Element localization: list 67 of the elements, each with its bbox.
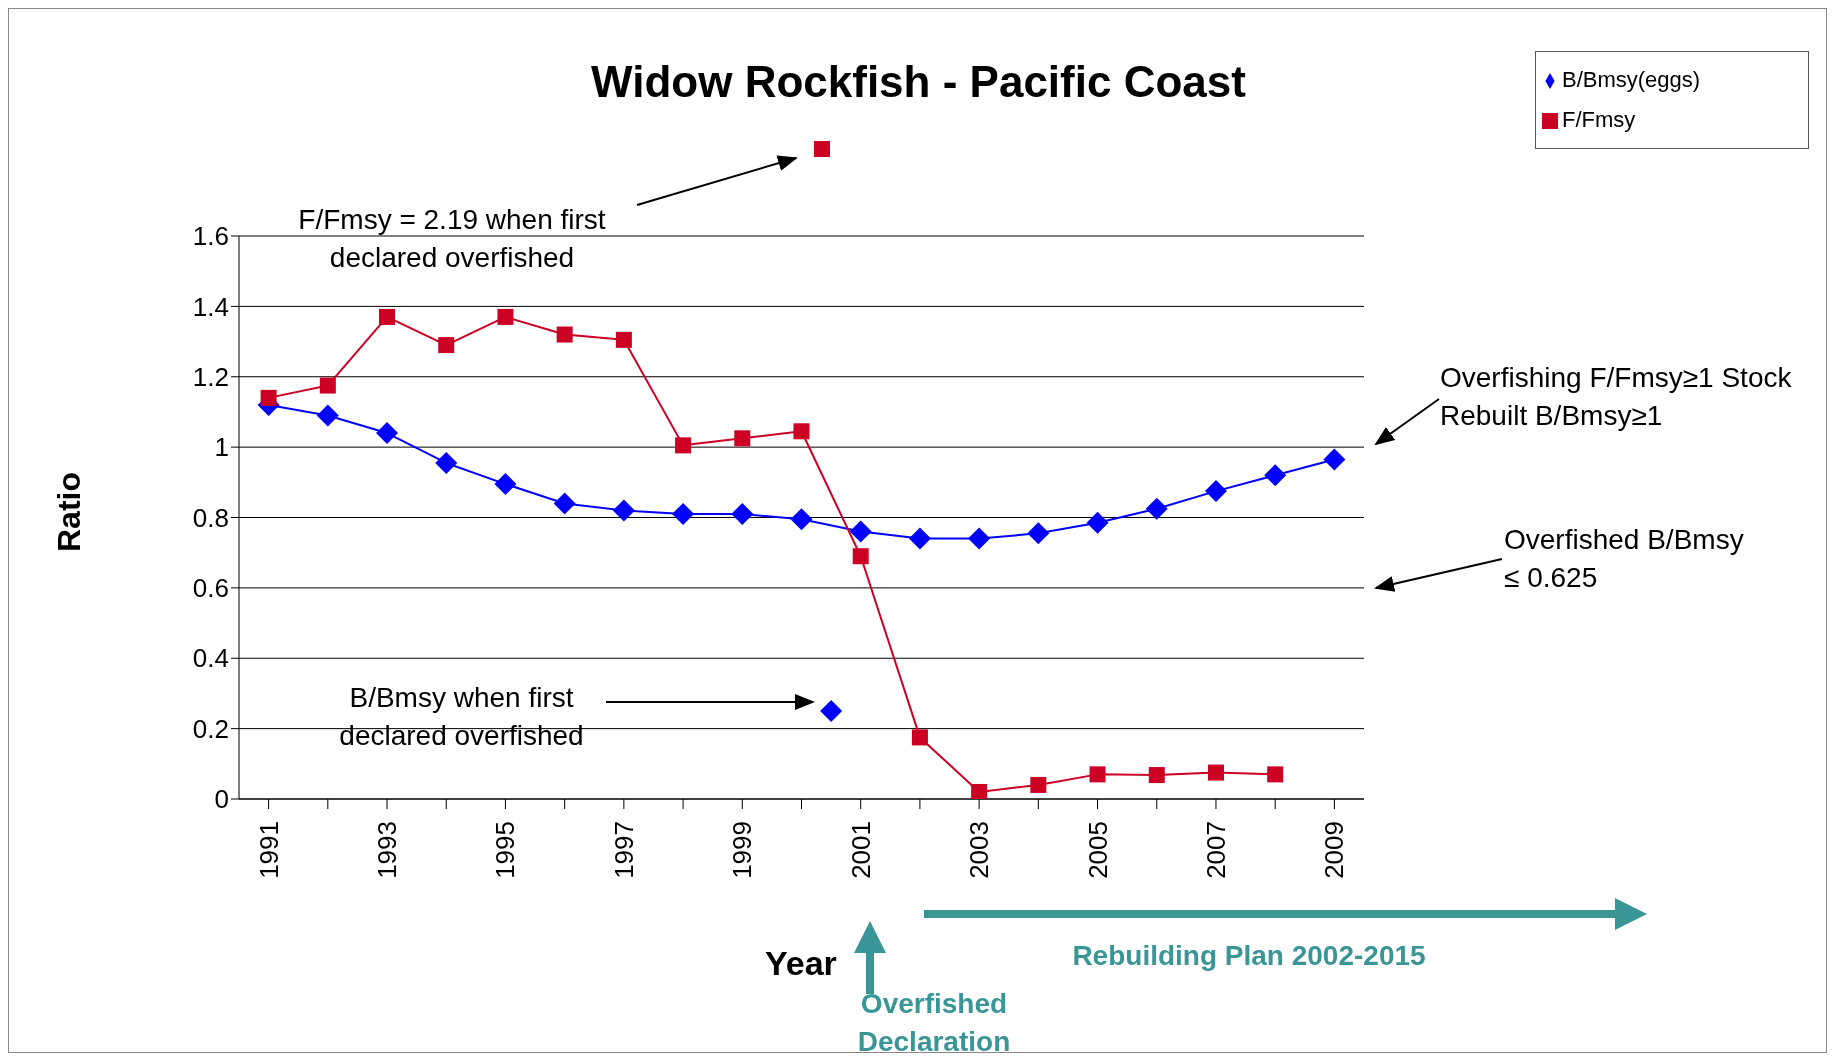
- legend-label: B/Bmsy(eggs): [1562, 67, 1701, 92]
- point: [260, 389, 277, 406]
- point: [971, 783, 988, 799]
- point: [376, 422, 399, 445]
- text: Overfishing F/Fmsy≥1 Stock Rebuilt B/Bmsy≥1: [1440, 361, 1793, 433]
- point: [1027, 522, 1050, 545]
- y-tick-label: 0.4: [192, 643, 229, 674]
- annotation: B/Bmsy when first declared overfished: [338, 681, 585, 753]
- point: [1267, 766, 1284, 783]
- x-axis-title: Year: [765, 944, 837, 983]
- point: [316, 404, 339, 427]
- x-tick-label: 2005: [1082, 821, 1113, 879]
- y-tick-label: 1.2: [192, 361, 229, 392]
- point: [438, 337, 455, 354]
- point: [612, 499, 635, 522]
- y-tick-label: 0.2: [192, 713, 229, 744]
- point: [968, 527, 991, 550]
- point: [1264, 464, 1287, 487]
- point: [1145, 497, 1168, 520]
- text: Rebuilding Plan 2002-2015: [1071, 939, 1427, 973]
- point: [615, 331, 632, 348]
- point: [497, 308, 514, 325]
- point: [1204, 480, 1227, 503]
- legend-label: F/Fmsy: [1562, 107, 1636, 132]
- x-tick-label: 1997: [608, 821, 639, 879]
- point: [1148, 767, 1165, 784]
- point: [379, 308, 396, 325]
- point: [672, 502, 695, 525]
- point: [731, 502, 754, 525]
- y-tick-label: 1: [214, 432, 229, 463]
- x-tick-label: 1999: [727, 821, 758, 879]
- x-tick-label: 2007: [1200, 821, 1231, 879]
- point: [852, 548, 869, 565]
- x-tick-label: 1993: [372, 821, 403, 879]
- x-tick-label: 2003: [964, 821, 995, 879]
- annotation: F/Fmsy = 2.19 when first declared overfished: [297, 203, 607, 275]
- x-tick-label: 2001: [845, 821, 876, 879]
- point: [820, 700, 843, 723]
- point: [849, 520, 872, 543]
- point: [556, 326, 573, 343]
- y-axis-title: Ratio: [50, 472, 88, 552]
- point: [319, 377, 336, 394]
- point: [1089, 766, 1106, 783]
- chart-title: Widow Rockfish - Pacific Coast: [591, 57, 1246, 106]
- y-tick-label: 1.6: [192, 221, 229, 252]
- x-tick-label: 1991: [253, 821, 284, 879]
- point: [734, 430, 751, 447]
- text: Overfished Declaration: [856, 987, 1012, 1059]
- y-tick-label: 0.6: [192, 573, 229, 604]
- point: [1030, 776, 1047, 793]
- point: [793, 423, 810, 440]
- y-tick-label: 0.8: [192, 502, 229, 533]
- point: [911, 729, 928, 746]
- point: [1086, 511, 1109, 534]
- y-tick-label: 0: [214, 784, 229, 815]
- y-tick-label: 1.4: [192, 291, 229, 322]
- point: [675, 437, 692, 454]
- point: [435, 451, 458, 474]
- point: [908, 527, 931, 550]
- text: Overfished B/Bmsy ≤ 0.625: [1504, 523, 1745, 595]
- x-tick-label: 1995: [490, 821, 521, 879]
- point: [553, 492, 576, 515]
- x-tick-label: 2009: [1319, 821, 1350, 879]
- point: [1323, 448, 1346, 471]
- point: [790, 508, 813, 531]
- point: [1207, 764, 1224, 781]
- point: [494, 473, 517, 496]
